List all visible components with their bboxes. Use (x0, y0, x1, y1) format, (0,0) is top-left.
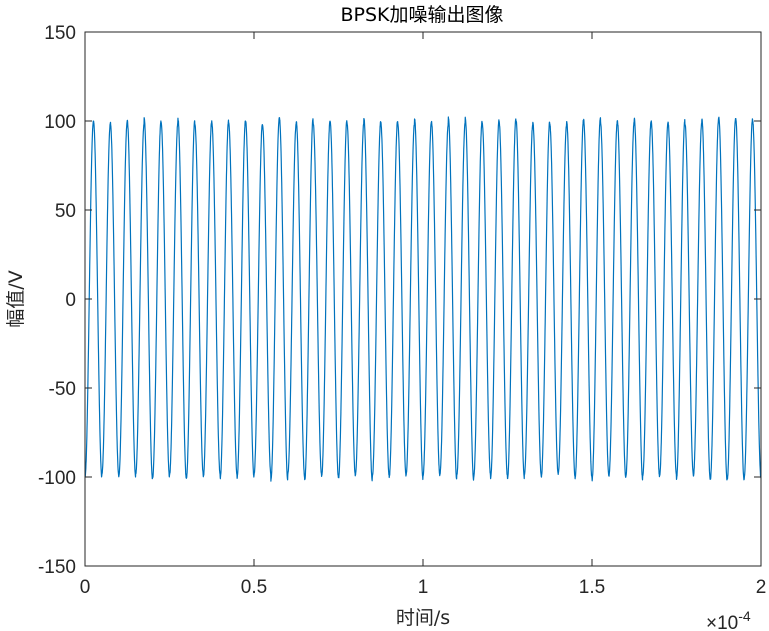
y-axis-ticks: 150 100 50 0 -50 -100 -150 (38, 23, 761, 578)
y-tick-label: -150 (38, 557, 76, 578)
y-tick-label: -50 (49, 379, 76, 400)
x-tick-label: 1.5 (579, 577, 605, 598)
y-tick-label: 150 (44, 23, 76, 44)
x-exponent-power: -4 (738, 608, 751, 624)
y-axis-label: 幅值/V (5, 270, 27, 327)
series-line (84, 116, 762, 482)
x-tick-label: 0.5 (241, 577, 267, 598)
x-tick-label: 0 (80, 577, 91, 598)
x-axis-ticks: 0 0.5 1 1.5 2 (80, 32, 767, 598)
y-tick-label: 100 (44, 112, 76, 133)
chart-title: BPSK加噪输出图像 (340, 4, 503, 26)
x-axis-label: 时间/s (396, 607, 450, 629)
plot-area (85, 32, 761, 566)
x-exponent-base: ×10 (706, 613, 738, 631)
x-tick-label: 1 (418, 577, 429, 598)
y-tick-label: -100 (38, 468, 76, 489)
x-axis-exponent: ×10-4 (706, 608, 751, 631)
y-tick-label: 0 (65, 290, 76, 311)
y-tick-label: 50 (55, 201, 76, 222)
x-tick-label: 2 (756, 577, 767, 598)
